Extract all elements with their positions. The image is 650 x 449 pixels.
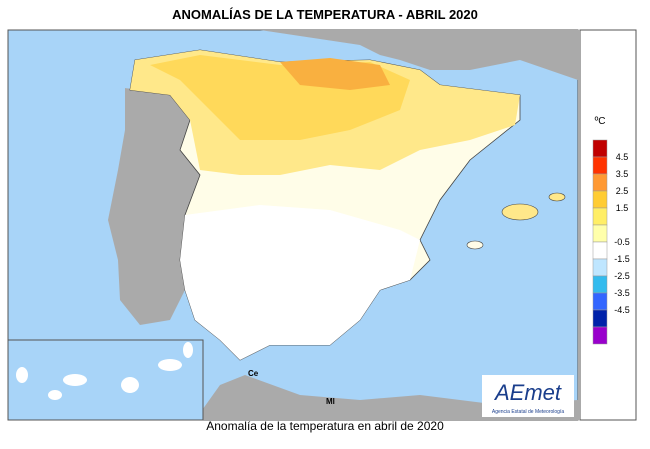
legend-swatch: [592, 156, 608, 175]
legend-label: -2.5: [614, 271, 630, 281]
legend-swatch: [592, 173, 608, 192]
legend-swatch: [592, 326, 608, 345]
legend-swatch: [592, 139, 608, 158]
legend-scale: ºC 4.5 3.5 2.5 1.5 -0.5 -1.5 -2.5 -3.5 -4.5: [592, 116, 630, 345]
legend-label: 1.5: [616, 203, 629, 213]
legend-swatch: [592, 275, 608, 294]
portugal: [108, 88, 200, 325]
france: [260, 30, 578, 80]
legend-swatch: [592, 190, 608, 209]
island: [183, 342, 193, 358]
legend-label: -0.5: [614, 237, 630, 247]
legend-swatch: [592, 207, 608, 226]
caption: Anomalía de la temperatura en abril de 2…: [206, 419, 444, 433]
legend-swatch: [592, 258, 608, 277]
legend-swatch: [592, 292, 608, 311]
island: [63, 374, 87, 386]
legend-swatch: [592, 224, 608, 243]
legend-label: 2.5: [616, 186, 629, 196]
mallorca: [501, 203, 539, 221]
island: [16, 367, 28, 383]
legend-label: 3.5: [616, 169, 629, 179]
neutral-zone: [180, 205, 420, 360]
logo-box: [482, 375, 574, 417]
legend-label: -3.5: [614, 288, 630, 298]
title: ANOMALÍAS DE LA TEMPERATURA - ABRIL 2020: [172, 7, 478, 22]
legend-label: 4.5: [616, 152, 629, 162]
legend: [579, 29, 637, 421]
legend-label: -1.5: [614, 254, 630, 264]
legend-label: -4.5: [614, 305, 630, 315]
canaries-inset: [7, 339, 204, 421]
hot-zone: [280, 58, 390, 90]
legend-swatch: [592, 309, 608, 328]
city-label: Ml: [326, 397, 335, 406]
island: [121, 377, 139, 393]
legend-swatch: [592, 241, 608, 260]
logo-subtitle: Agencia Estatal de Meteorología: [492, 409, 564, 415]
island: [158, 359, 182, 371]
logo: AEmet: [493, 380, 562, 405]
menorca: [548, 192, 566, 202]
island: [48, 390, 62, 400]
city-label: Ce: [248, 369, 259, 378]
ibiza: [466, 240, 484, 250]
legend-unit: ºC: [595, 116, 606, 127]
